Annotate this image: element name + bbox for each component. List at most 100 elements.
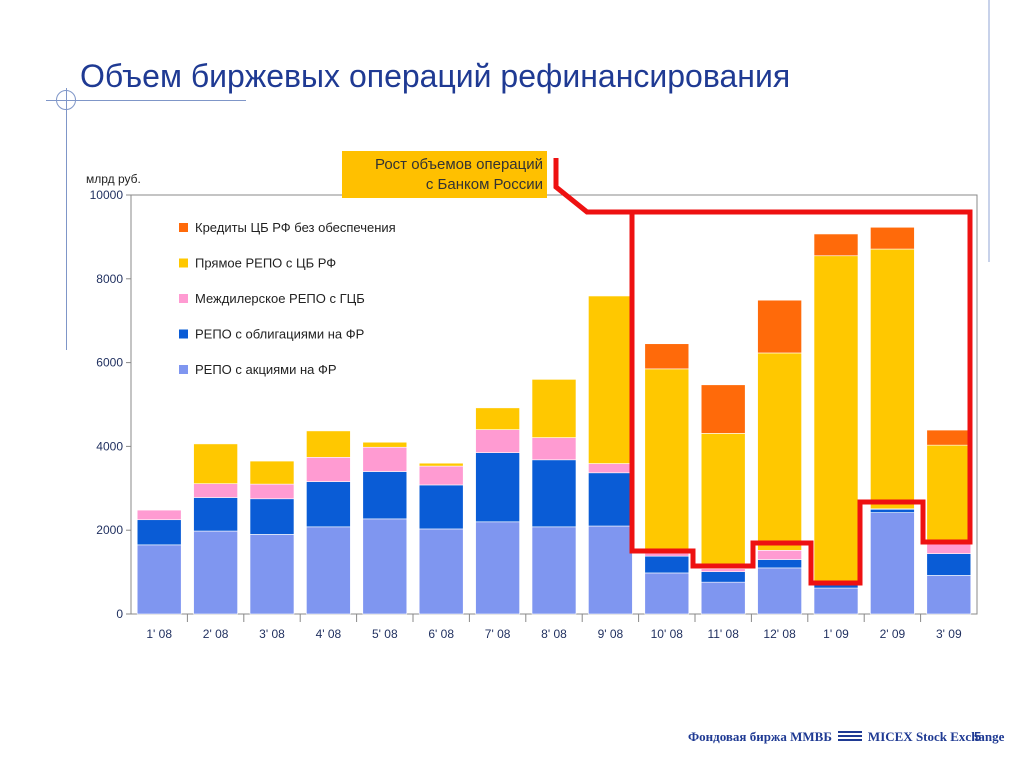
bar-segment	[700, 433, 746, 570]
bar-segment	[813, 587, 859, 615]
bar-segment	[418, 465, 464, 486]
bar-segment	[475, 429, 520, 453]
y-axis-units: млрд руб.	[86, 172, 141, 186]
y-tick-label: 8000	[96, 272, 123, 286]
bar-segment	[757, 352, 802, 551]
bar-segment	[306, 526, 351, 615]
bar-segment	[588, 525, 633, 615]
callout-line-2: с Банком России	[425, 176, 543, 193]
bar-segment	[249, 534, 295, 615]
bar-segment	[757, 567, 802, 615]
legend-label: Кредиты ЦБ РФ без обеспечения	[195, 220, 396, 235]
x-tick-label: 9' 08	[598, 627, 624, 641]
bar-segment	[418, 484, 464, 530]
legend-label: РЕПО с акциями на ФР	[195, 362, 337, 377]
bar-segment	[926, 553, 972, 576]
bar-segment	[870, 248, 915, 510]
bar-segment	[249, 460, 295, 485]
bar-segment	[757, 299, 802, 354]
bar-segment	[306, 481, 351, 528]
bar-segment	[531, 526, 577, 615]
bar-segment	[644, 552, 690, 557]
decor-circle	[56, 90, 76, 110]
x-tick-label: 4' 08	[316, 627, 342, 641]
bar-segment	[531, 379, 577, 438]
bar-segment	[249, 498, 295, 535]
bar-segment	[418, 528, 464, 615]
bar-segment	[926, 444, 972, 544]
footer-logo: Фондовая биржа ММВБ MICEX Stock Exchange	[688, 729, 1004, 745]
legend-label: РЕПО с облигациями на ФР	[195, 327, 364, 342]
bar-segment	[870, 226, 915, 250]
bar-segment	[700, 568, 746, 572]
bar-segment	[362, 441, 408, 448]
x-tick-label: 2' 08	[203, 627, 229, 641]
bar-segment	[249, 483, 295, 500]
y-tick-label: 10000	[90, 188, 124, 202]
callout-line-1: Рост объемов операций	[374, 156, 543, 173]
bar-segment	[362, 471, 408, 520]
bar-segment	[870, 508, 915, 513]
legend-label: Прямое РЕПО с ЦБ РФ	[195, 256, 336, 271]
bar-segment	[644, 368, 690, 554]
x-tick-label: 12' 08	[763, 627, 796, 641]
x-tick-label: 1' 09	[823, 627, 849, 641]
bar-segment	[588, 472, 633, 527]
bar-segment	[193, 483, 238, 498]
bar-segment	[362, 518, 408, 615]
bar-segment	[757, 559, 802, 569]
bar-segment	[136, 519, 182, 546]
y-tick-label: 6000	[96, 356, 123, 370]
decor-line-vertical	[66, 88, 67, 350]
bar-segment	[306, 456, 351, 482]
bar-segment	[870, 512, 915, 615]
bar-segment	[813, 233, 859, 257]
bar-segment	[813, 255, 859, 585]
slide-title: Объем биржевых операций рефинансирования	[80, 58, 791, 94]
x-tick-label: 3' 09	[936, 627, 962, 641]
bar-segment	[926, 542, 972, 554]
decor-line-horizontal	[46, 100, 246, 101]
legend-label: Междилерское РЕПО с ГЦБ	[195, 291, 365, 306]
legend-swatch	[179, 365, 188, 374]
y-tick-label: 4000	[96, 439, 123, 453]
bar-segment	[475, 521, 520, 615]
bar-segment	[475, 452, 520, 523]
legend-swatch	[179, 329, 188, 339]
exchange-flag-icon	[837, 731, 862, 743]
bar-segment	[644, 343, 690, 370]
legend-swatch	[179, 223, 188, 232]
legend-box	[160, 208, 455, 384]
bar-segment	[700, 384, 746, 434]
bar-segment	[306, 430, 351, 458]
legend-swatch	[179, 258, 188, 268]
decor-line-right	[988, 0, 990, 262]
bar-segment	[757, 550, 802, 560]
x-tick-label: 2' 09	[880, 627, 906, 641]
y-tick-label: 0	[116, 607, 123, 621]
x-tick-label: 6' 08	[428, 627, 454, 641]
footer-logo-ru: Фондовая биржа ММВБ	[688, 729, 832, 744]
bar-segment	[531, 437, 577, 461]
bar-segment	[136, 544, 182, 615]
page-number: 5	[974, 729, 982, 744]
x-tick-label: 1' 08	[146, 627, 172, 641]
bar-segment	[700, 581, 746, 615]
bar-segment	[926, 429, 972, 446]
legend-swatch	[179, 294, 188, 303]
callout-box: Рост объемов операций с Банком России	[342, 151, 547, 198]
bar-segment	[193, 443, 238, 484]
x-tick-label: 11' 08	[707, 627, 739, 641]
bar-segment	[475, 407, 520, 430]
bar-segment	[588, 295, 633, 464]
bar-segment	[193, 497, 238, 532]
x-tick-label: 5' 08	[372, 627, 398, 641]
x-tick-label: 8' 08	[541, 627, 567, 641]
bar-segment	[362, 446, 408, 472]
bar-segment	[700, 571, 746, 583]
x-tick-label: 7' 08	[485, 627, 511, 641]
highlight-outline	[553, 158, 973, 586]
footer-logo-en: MICEX Stock Exchange	[867, 729, 1005, 744]
bar-segment	[136, 509, 182, 521]
